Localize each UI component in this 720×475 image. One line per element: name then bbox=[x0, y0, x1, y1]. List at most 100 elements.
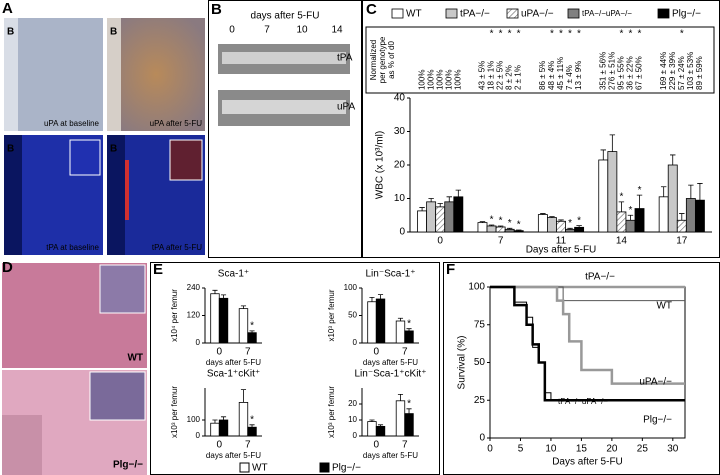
panel-frame bbox=[208, 0, 362, 258]
error-bar bbox=[609, 134, 616, 152]
error-bar bbox=[567, 227, 573, 230]
error-bar bbox=[670, 154, 676, 165]
bar bbox=[574, 226, 585, 233]
legend-swatch bbox=[239, 462, 250, 473]
error-bar bbox=[506, 227, 513, 230]
error-bar bbox=[446, 196, 452, 202]
bar bbox=[694, 199, 705, 233]
x-axis-label: days after 5-FU bbox=[206, 451, 261, 460]
bar bbox=[395, 320, 406, 344]
survival-curve bbox=[490, 285, 685, 402]
legend-swatch bbox=[391, 8, 404, 19]
significance-star: * bbox=[568, 29, 572, 40]
panel-label: E bbox=[153, 261, 163, 278]
bar bbox=[426, 201, 437, 233]
significance-star: * bbox=[629, 205, 633, 216]
error-bar bbox=[406, 408, 412, 414]
bar bbox=[218, 419, 229, 437]
error-bar bbox=[549, 216, 555, 218]
bone-region bbox=[4, 135, 22, 255]
y-tick-label: 100 bbox=[468, 282, 485, 293]
bone-marker: B bbox=[110, 144, 117, 155]
normalized-value: 351 ± 56% bbox=[599, 52, 608, 90]
error-bar bbox=[516, 229, 522, 231]
x-axis-label: days after 5-FU bbox=[363, 451, 418, 460]
bar bbox=[616, 211, 627, 233]
lane-label: 0 bbox=[229, 25, 235, 36]
error-bar bbox=[558, 219, 564, 222]
micrograph bbox=[4, 18, 103, 131]
significance-star: * bbox=[250, 414, 254, 425]
y-axis-label: x10³ per femur bbox=[327, 289, 336, 341]
x-tick-label: 25 bbox=[637, 444, 649, 455]
legend-label: WT bbox=[406, 9, 422, 20]
legend-swatch bbox=[445, 8, 458, 19]
inset bbox=[99, 264, 146, 314]
image-caption: uPA after 5-FU bbox=[150, 119, 203, 128]
bone-marker: B bbox=[110, 27, 117, 38]
band-label: uPA bbox=[337, 102, 355, 113]
inset bbox=[69, 139, 101, 176]
micrograph bbox=[107, 18, 205, 131]
error-bar bbox=[497, 225, 504, 227]
legend-label: tPA−/− bbox=[460, 9, 490, 20]
curve-label: tPA−/− bbox=[585, 272, 615, 283]
curve-label: uPA−/− bbox=[639, 377, 672, 388]
x-tick-label: 7 bbox=[498, 236, 504, 247]
panel-label: F bbox=[446, 261, 455, 278]
bar bbox=[395, 400, 406, 437]
y-tick-label: 100 bbox=[187, 415, 201, 424]
y-tick-label: 10 bbox=[348, 415, 357, 424]
survival-curve bbox=[490, 286, 685, 401]
lane-label: 10 bbox=[296, 25, 308, 36]
error-bar bbox=[406, 328, 412, 331]
curve-label: WT bbox=[656, 301, 672, 312]
bar bbox=[218, 297, 229, 344]
x-tick-label: 7 bbox=[245, 440, 251, 451]
significance-star: * bbox=[559, 29, 563, 40]
bar bbox=[367, 301, 377, 344]
error-bar bbox=[212, 419, 218, 424]
error-bar bbox=[636, 194, 643, 209]
normalized-value: 48 ± 4% bbox=[547, 61, 556, 90]
blot-band bbox=[222, 52, 346, 64]
band-label: tPA bbox=[337, 53, 353, 64]
error-bar bbox=[397, 394, 404, 401]
chart-title: Sca-1⁺ bbox=[218, 269, 249, 280]
y-tick-label: 0 bbox=[479, 433, 485, 444]
error-bar bbox=[377, 294, 384, 299]
bone-region bbox=[107, 18, 121, 131]
bar bbox=[247, 426, 257, 437]
bar bbox=[375, 425, 386, 437]
error-bar bbox=[437, 203, 443, 207]
x-tick-label: 0 bbox=[437, 236, 443, 247]
significance-star: * bbox=[508, 218, 512, 229]
error-bar bbox=[479, 221, 486, 223]
bar bbox=[404, 330, 414, 344]
survival-curve bbox=[490, 286, 685, 302]
bar bbox=[495, 226, 506, 233]
chart-title: Lin⁻Sca-1⁺ bbox=[365, 269, 415, 280]
bone-marker: B bbox=[7, 144, 14, 155]
normalized-value: 95 ± 55% bbox=[617, 56, 626, 90]
inset bbox=[89, 371, 146, 421]
normalized-value: 67 ± 50% bbox=[635, 56, 644, 90]
inset bbox=[169, 139, 203, 181]
significance-star: * bbox=[638, 185, 642, 196]
blot-band bbox=[222, 100, 346, 114]
significance-star: * bbox=[637, 29, 641, 40]
bar bbox=[676, 219, 687, 233]
x-tick-label: 0 bbox=[373, 347, 379, 358]
normalized-value: 169 ± 44% bbox=[659, 52, 668, 90]
x-tick-label: 15 bbox=[576, 444, 588, 455]
error-bar bbox=[397, 317, 404, 321]
significance-star: * bbox=[577, 215, 581, 226]
x-tick-label: 0 bbox=[487, 444, 493, 455]
bar bbox=[667, 164, 678, 233]
image-caption: tPA at baseline bbox=[46, 243, 99, 252]
error-bar bbox=[220, 416, 227, 420]
bar bbox=[598, 159, 609, 233]
error-bar bbox=[240, 389, 247, 403]
y-axis-label: x10⁴ per femur bbox=[170, 289, 179, 342]
legend-label: Plg−/− bbox=[672, 9, 701, 20]
